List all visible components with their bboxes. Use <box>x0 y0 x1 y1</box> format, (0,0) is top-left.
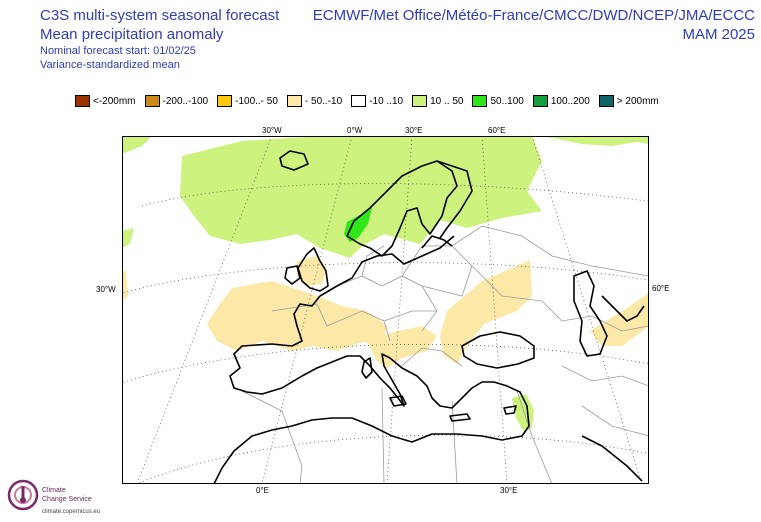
coast-caspian-east <box>601 295 645 322</box>
precipitation-map <box>122 136 649 484</box>
graticule <box>122 136 649 484</box>
coast-black-sea <box>461 331 535 369</box>
logo-text: Climate Change Service <box>42 486 92 504</box>
border-line <box>581 405 649 437</box>
border-line <box>241 390 303 484</box>
left-axis-label: 30°W <box>96 285 116 294</box>
bottom-axis-label-0e: 0°E <box>256 486 269 495</box>
legend-item: 10 .. 50 <box>412 95 463 107</box>
legend-label: -200..-100 <box>162 95 209 107</box>
legend-swatch <box>412 95 428 107</box>
coast-continent <box>213 235 530 484</box>
title-block: C3S multi-system seasonal forecast Mean … <box>40 6 279 72</box>
top-axis-label-30e: 30°E <box>405 126 423 135</box>
legend-item: > 200mm <box>598 95 659 107</box>
legend-item: -100..- 50 <box>217 95 278 107</box>
page-subtitle: Mean precipitation anomaly <box>40 26 224 43</box>
legend-swatch <box>532 95 548 107</box>
coast-sardinia <box>361 357 373 379</box>
coast-britain <box>297 247 329 292</box>
graticule-line <box>531 136 643 484</box>
anomaly-region-norway <box>344 208 372 242</box>
border-line <box>451 400 458 484</box>
coast-crete <box>449 413 471 422</box>
forecast-start-text: Nominal forecast start: 01/02/25 <box>40 45 196 57</box>
coast-scandinavia <box>346 160 458 257</box>
legend-swatch <box>598 95 614 107</box>
border-line <box>451 225 649 277</box>
country-borders <box>241 225 649 484</box>
legend-swatch <box>217 95 233 107</box>
border-line <box>541 300 649 332</box>
logo-line1: Climate <box>42 487 66 494</box>
models-block: ECMWF/Met Office/Météo-France/CMCC/DWD/N… <box>313 6 755 44</box>
bottom-axis-label-30e: 30°E <box>500 486 518 495</box>
anomaly-region-black-sea <box>440 260 532 364</box>
coast-sicily <box>389 395 407 407</box>
legend-swatch <box>144 95 160 107</box>
anomaly-region-britain <box>297 256 327 286</box>
logo-line2: Change Service <box>42 496 92 503</box>
coast-ireland <box>284 265 301 285</box>
border-line <box>516 390 553 484</box>
legend-label: 50..100 <box>490 95 524 107</box>
legend: <-200mm -200..-100 -100..- 50 - 50..-10 … <box>75 95 668 107</box>
border-line <box>271 303 328 327</box>
border-line <box>471 265 543 302</box>
legend-item: - 50..-10 <box>286 95 343 107</box>
border-line <box>361 245 385 277</box>
models-text: ECMWF/Met Office/Météo-France/CMCC/DWD/N… <box>312 7 755 24</box>
border-line <box>336 275 423 287</box>
top-axis-label-30w: 30°W <box>262 126 282 135</box>
anomaly-region-northeast <box>542 136 649 146</box>
border-line <box>383 310 437 322</box>
copernicus-logo: Climate Change Service <box>6 478 92 512</box>
legend-swatch <box>286 95 302 107</box>
coast-caspian <box>573 270 608 357</box>
legend-swatch <box>75 95 90 107</box>
legend-label: <-200mm <box>93 95 136 107</box>
map-frame <box>122 136 649 484</box>
border-line <box>401 245 473 297</box>
climate-logo-icon <box>7 479 39 511</box>
page-title: C3S multi-system seasonal forecast <box>40 7 280 24</box>
legend-label: -10 ..10 <box>369 95 404 107</box>
coastlines <box>213 150 645 484</box>
coast-cyprus <box>503 405 517 415</box>
legend-item: -200..-100 <box>144 95 209 107</box>
border-line <box>561 365 649 387</box>
legend-item: 100..200 <box>532 95 590 107</box>
method-text: Variance-standardized mean <box>40 59 180 71</box>
coast-iceland <box>279 150 309 171</box>
legend-label: -100..- 50 <box>235 95 278 107</box>
legend-label: 10 .. 50 <box>430 95 464 107</box>
anomaly-region-italy-balkans <box>367 326 437 368</box>
border-line <box>401 347 463 367</box>
season-text: MAM 2025 <box>682 26 755 43</box>
anomaly-region-west-atlantic <box>122 271 128 301</box>
coast-persian-gulf <box>581 435 643 482</box>
border-line <box>381 387 385 484</box>
legend-swatch <box>351 95 367 107</box>
logo-url: climate.copernicus.eu <box>42 509 101 515</box>
coast-finland-baltic <box>421 160 473 249</box>
legend-item: <-200mm <box>75 95 136 107</box>
right-axis-label: 60°E <box>652 284 670 293</box>
anomaly-region-iberia-france <box>207 281 387 351</box>
legend-label: > 200mm <box>616 95 659 107</box>
legend-item: -10 ..10 <box>351 95 403 107</box>
anomaly-region-northwest-corner <box>122 136 152 154</box>
legend-label: - 50..-10 <box>304 95 343 107</box>
top-axis-label-60e: 60°E <box>488 126 506 135</box>
graticule-line <box>135 434 649 484</box>
top-axis-label-0w: 0°W <box>347 126 363 135</box>
border-line <box>326 310 391 342</box>
legend-label: 100..200 <box>550 95 590 107</box>
legend-item: 50..100 <box>472 95 524 107</box>
negative-anomaly-regions <box>122 256 649 368</box>
anomaly-region-west-edge <box>122 228 134 248</box>
legend-swatch <box>472 95 488 107</box>
